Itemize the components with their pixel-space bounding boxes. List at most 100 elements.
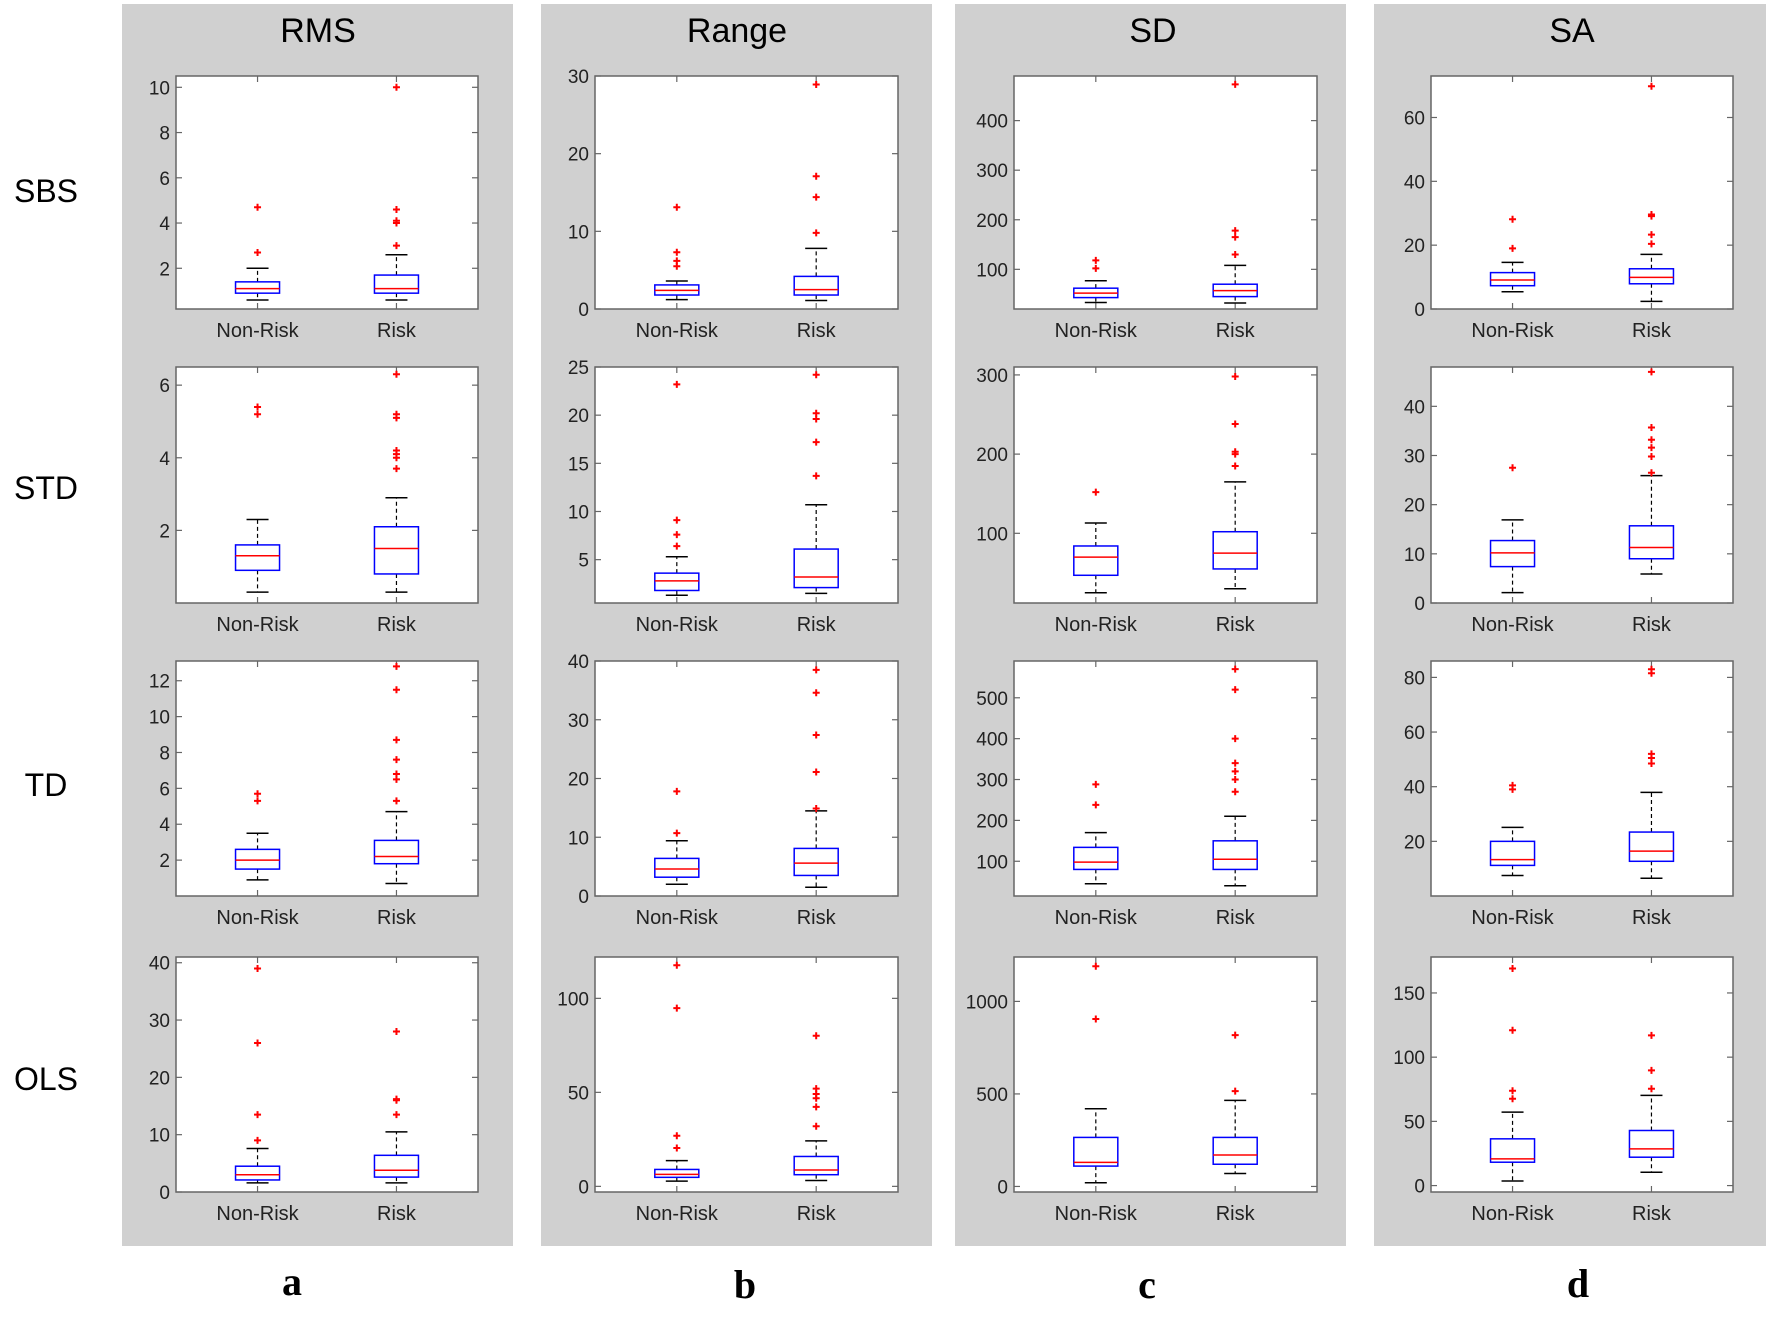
outlier-marker: [1647, 469, 1655, 477]
outlier-marker: [812, 731, 820, 739]
outlier-marker: [1647, 423, 1655, 431]
outlier-marker: [392, 756, 400, 764]
iqr-box: [373, 839, 420, 865]
box-non-risk: [1073, 962, 1119, 1184]
outlier-marker: [1231, 227, 1239, 235]
iqr-box: [234, 544, 281, 572]
y-tick-label: 300: [976, 366, 1008, 387]
outlier-marker: [812, 472, 820, 480]
category-label-risk: Risk: [797, 614, 837, 636]
y-tick-label: 500: [976, 1085, 1008, 1106]
y-tick-label: 10: [568, 502, 589, 523]
category-label-non-risk: Non-Risk: [1055, 1203, 1138, 1225]
box-risk: [793, 666, 839, 888]
y-tick-label: 10: [149, 708, 170, 729]
y-tick-label: 2: [159, 851, 170, 872]
outlier-marker: [254, 1136, 262, 1144]
category-label-non-risk: Non-Risk: [636, 907, 719, 929]
boxplot-sbs-sd: 100 200 300 400 Non-Risk Risk: [976, 75, 1318, 342]
y-tick-label: 100: [976, 260, 1008, 281]
boxplot-std-sa: 0 10 20 30 40 Non-Risk Risk: [1404, 366, 1734, 636]
box-risk: [1212, 665, 1258, 887]
outlier-marker: [1231, 462, 1239, 470]
plot-area-sbs-rms: [175, 75, 479, 310]
category-label-risk: Risk: [377, 614, 417, 636]
plot-area-td-sa: [1430, 660, 1734, 897]
panel-letter-a: a: [282, 1259, 302, 1304]
boxplot-td-sa: 20 40 60 80 Non-Risk Risk: [1404, 660, 1734, 929]
category-label-non-risk: Non-Risk: [1055, 614, 1138, 636]
category-label-risk: Risk: [377, 907, 417, 929]
y-tick-label: 0: [578, 300, 589, 321]
category-label-non-risk: Non-Risk: [1055, 320, 1138, 342]
panel-letter-b: b: [734, 1262, 756, 1307]
plot-area-std-rms: [175, 366, 479, 604]
row-label-std: STD: [14, 470, 78, 506]
plot-area-sbs-range: [594, 75, 899, 310]
y-tick-label: 0: [578, 887, 589, 908]
outlier-marker: [673, 829, 681, 837]
outlier-marker: [1231, 759, 1239, 767]
outlier-marker: [1231, 1031, 1239, 1039]
box-non-risk: [654, 203, 700, 301]
outlier-marker: [673, 542, 681, 550]
category-label-non-risk: Non-Risk: [636, 320, 719, 342]
iqr-box: [793, 1155, 839, 1176]
y-tick-label: 0: [578, 1177, 589, 1198]
outlier-marker: [812, 1032, 820, 1040]
outlier-marker: [1092, 256, 1100, 264]
boxplot-td-range: 0 10 20 30 40 Non-Risk Risk: [568, 652, 899, 929]
y-tick-label: 2: [159, 521, 170, 542]
category-label-non-risk: Non-Risk: [636, 614, 719, 636]
outlier-marker: [1509, 464, 1517, 472]
outlier-marker: [1647, 444, 1655, 452]
outlier-marker: [812, 804, 820, 812]
y-tick-label: 2: [159, 259, 170, 280]
y-tick-label: 8: [159, 743, 170, 764]
outlier-marker: [673, 787, 681, 795]
y-tick-label: 100: [557, 989, 589, 1010]
category-label-non-risk: Non-Risk: [636, 1203, 719, 1225]
outlier-marker: [254, 410, 262, 418]
y-tick-label: 60: [1404, 108, 1425, 129]
y-tick-label: 10: [568, 222, 589, 243]
outlier-marker: [673, 1144, 681, 1152]
outlier-marker: [1092, 801, 1100, 809]
outlier-marker: [392, 1028, 400, 1036]
outlier-marker: [392, 736, 400, 744]
outlier-marker: [673, 257, 681, 265]
box-risk: [373, 370, 420, 593]
y-tick-label: 200: [976, 445, 1008, 466]
iqr-box: [1628, 831, 1675, 863]
outlier-marker: [392, 770, 400, 778]
box-risk: [793, 81, 839, 302]
outlier-marker: [392, 797, 400, 805]
box-risk: [1628, 368, 1675, 575]
box-non-risk: [1489, 464, 1536, 594]
outlier-marker: [812, 229, 820, 237]
box-risk: [1628, 82, 1675, 303]
outlier-marker: [812, 81, 820, 89]
outlier-marker: [254, 403, 262, 411]
y-tick-label: 40: [1404, 172, 1425, 193]
column-title-sa: SA: [1549, 12, 1595, 50]
y-tick-label: 12: [149, 672, 170, 693]
plot-area-sbs-sd: [1013, 75, 1318, 310]
y-tick-label: 30: [1404, 447, 1425, 468]
iqr-box: [1628, 1129, 1675, 1158]
column-title-rms: RMS: [280, 12, 356, 50]
outlier-marker: [392, 686, 400, 694]
iqr-box: [793, 275, 839, 296]
y-tick-label: 300: [976, 161, 1008, 182]
iqr-box: [373, 1154, 420, 1178]
y-tick-label: 20: [568, 770, 589, 791]
plot-area-sbs-sa: [1430, 75, 1734, 310]
y-tick-label: 400: [976, 730, 1008, 751]
box-risk: [793, 1032, 839, 1182]
outlier-marker: [254, 1111, 262, 1119]
boxplot-sbs-rms: 2 4 6 8 10 Non-Risk Risk: [149, 75, 479, 342]
boxplot-sbs-sa: 0 20 40 60 Non-Risk Risk: [1404, 75, 1734, 342]
box-non-risk: [234, 964, 281, 1184]
box-non-risk: [234, 403, 281, 593]
outlier-marker: [392, 83, 400, 91]
